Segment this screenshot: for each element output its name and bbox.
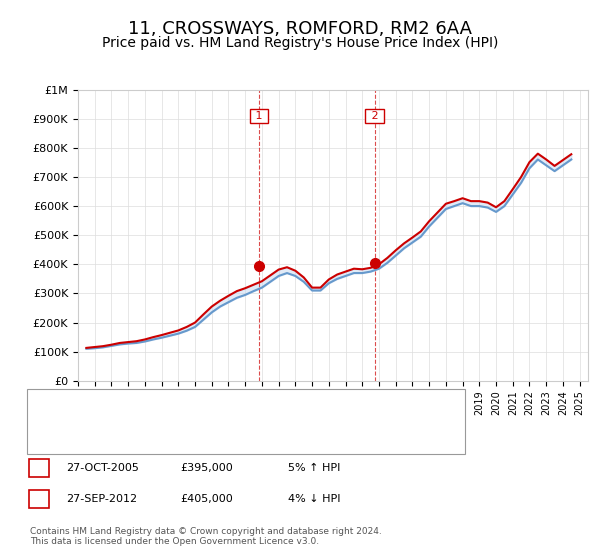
Text: 5% ↑ HPI: 5% ↑ HPI bbox=[288, 463, 340, 473]
Text: 27-OCT-2005: 27-OCT-2005 bbox=[66, 463, 139, 473]
Text: 1: 1 bbox=[35, 463, 43, 473]
Text: 11, CROSSWAYS, ROMFORD, RM2 6AA (detached house): 11, CROSSWAYS, ROMFORD, RM2 6AA (detache… bbox=[72, 403, 386, 413]
Text: 11, CROSSWAYS, ROMFORD, RM2 6AA: 11, CROSSWAYS, ROMFORD, RM2 6AA bbox=[128, 20, 472, 38]
Text: 27-SEP-2012: 27-SEP-2012 bbox=[66, 494, 137, 504]
Text: 2: 2 bbox=[35, 494, 43, 504]
Text: HPI: Average price, detached house, Havering: HPI: Average price, detached house, Have… bbox=[72, 430, 329, 440]
Text: £405,000: £405,000 bbox=[180, 494, 233, 504]
Text: £395,000: £395,000 bbox=[180, 463, 233, 473]
Text: 4% ↓ HPI: 4% ↓ HPI bbox=[288, 494, 341, 504]
Text: 2: 2 bbox=[368, 111, 382, 121]
Text: 1: 1 bbox=[252, 111, 266, 121]
Text: Price paid vs. HM Land Registry's House Price Index (HPI): Price paid vs. HM Land Registry's House … bbox=[102, 36, 498, 50]
Text: Contains HM Land Registry data © Crown copyright and database right 2024.
This d: Contains HM Land Registry data © Crown c… bbox=[30, 526, 382, 546]
